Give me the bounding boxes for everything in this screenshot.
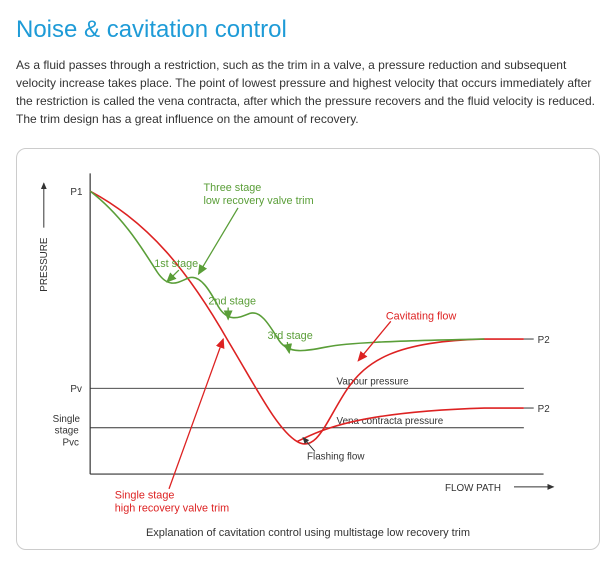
three-stage-label-2: low recovery valve trim (204, 195, 314, 207)
single-stage-label-2: high recovery valve trim (115, 503, 229, 515)
intro-paragraph: As a fluid passes through a restriction,… (16, 56, 600, 128)
p2-label-lower: P2 (538, 404, 550, 415)
chart-caption: Explanation of cavitation control using … (31, 527, 585, 539)
red-curve-cavitating (90, 191, 524, 444)
ytick-pvc-2: stage (55, 426, 80, 437)
green-curve (90, 191, 484, 350)
stage1-label: 1st stage (154, 258, 198, 270)
ytick-pvc-1: Single (53, 414, 81, 425)
chart-container: PRESSURE FLOW PATH P1 Pv Single stage Pv… (16, 148, 600, 550)
stage2-label: 2nd stage (208, 296, 256, 308)
arrow-stage1 (167, 270, 179, 282)
vapour-pressure-label: Vapour pressure (337, 376, 410, 387)
arrow-single-stage (169, 339, 223, 489)
cavitation-chart: PRESSURE FLOW PATH P1 Pv Single stage Pv… (31, 163, 583, 519)
three-stage-label-1: Three stage (204, 182, 262, 194)
p2-label-upper: P2 (538, 335, 550, 346)
arrow-three-stage (199, 208, 238, 274)
cavitating-label: Cavitating flow (386, 310, 457, 322)
flashing-label: Flashing flow (307, 451, 365, 462)
stage3-label: 3rd stage (268, 330, 313, 342)
ytick-pv: Pv (70, 384, 82, 395)
ytick-pvc-3: Pvc (63, 437, 79, 448)
page-title: Noise & cavitation control (16, 16, 600, 44)
y-axis-title: PRESSURE (39, 237, 50, 292)
ytick-p1: P1 (70, 187, 82, 198)
single-stage-label-1: Single stage (115, 490, 175, 502)
x-axis-title: FLOW PATH (445, 483, 501, 494)
